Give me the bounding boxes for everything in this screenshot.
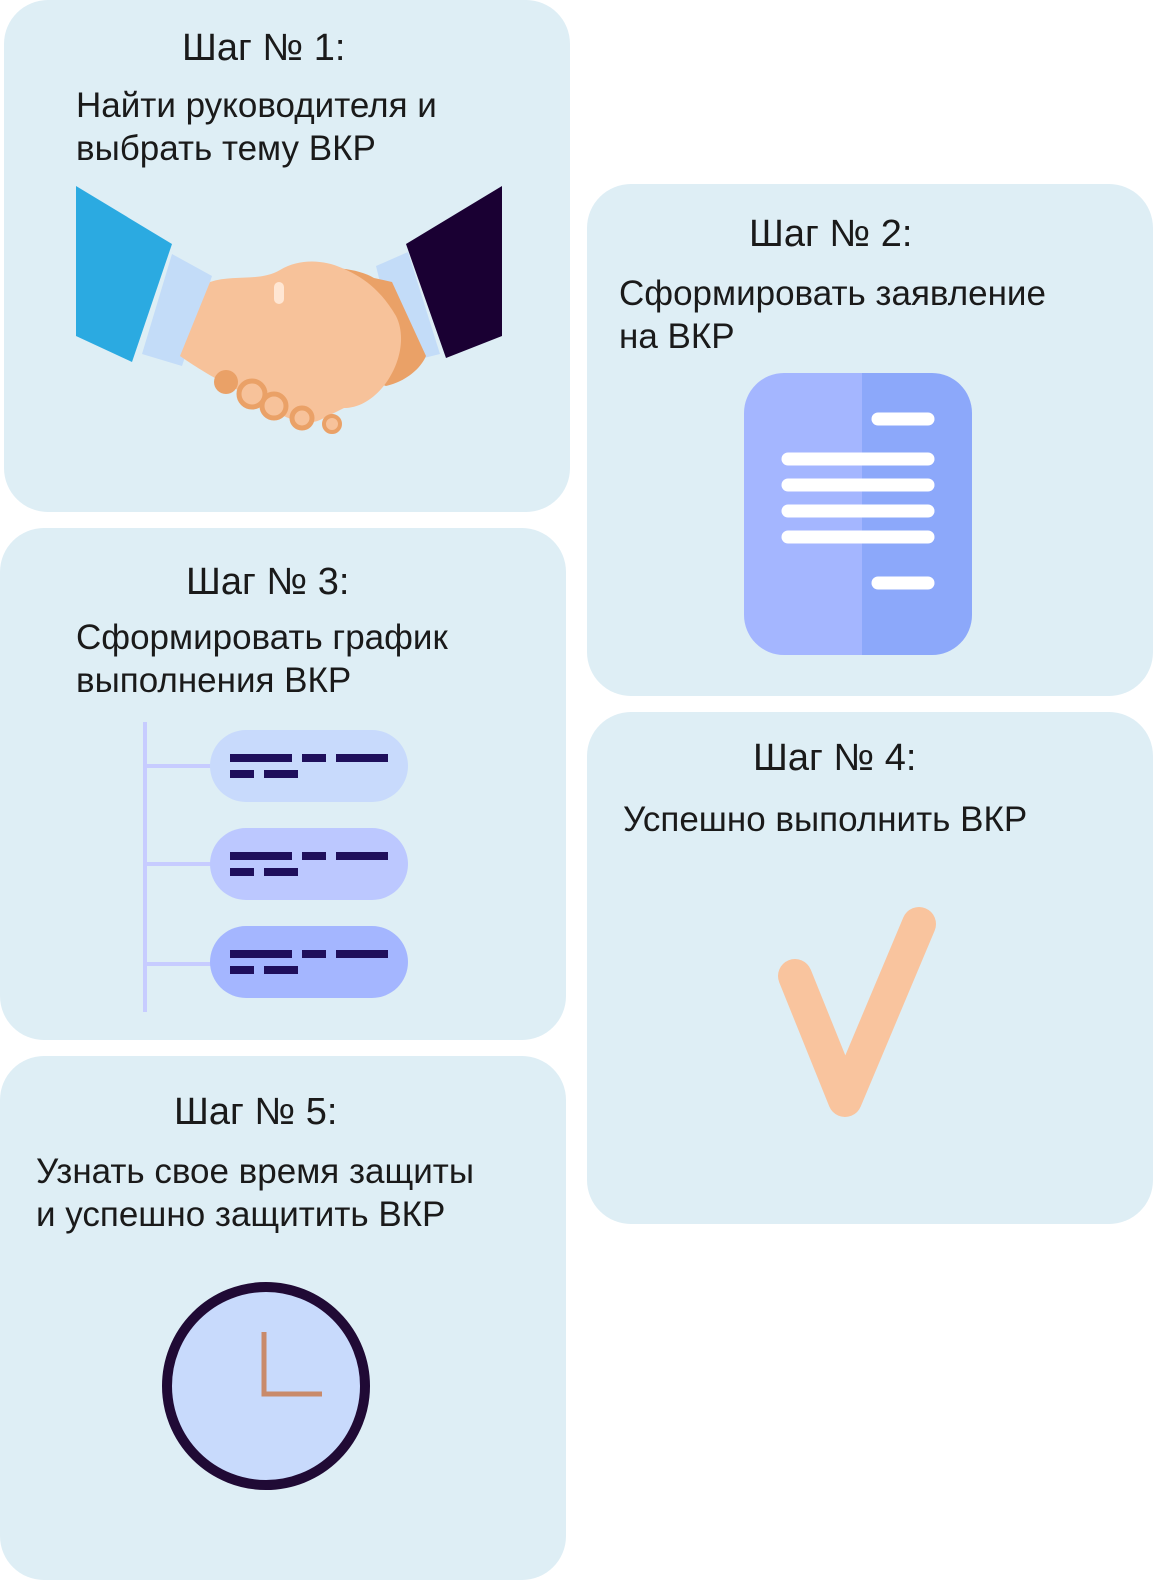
step-title: Шаг № 5: [174, 1091, 338, 1133]
step-description: Успешно выполнить ВКР [623, 800, 1028, 839]
checkmark-icon [778, 907, 936, 1117]
schedule-list-icon [143, 722, 408, 1012]
step-card-1: Шаг № 1: Найти руководителя и выбрать те… [4, 0, 570, 512]
step-title: Шаг № 2: [749, 213, 913, 255]
step-title: Шаг № 4: [753, 737, 917, 779]
step-title: Шаг № 3: [186, 561, 350, 603]
step-description: Найти руководителя и выбрать тему ВКР [76, 86, 437, 168]
step-card-3: Шаг № 3: Сформировать график выполнения … [0, 528, 566, 1040]
step-card-5: Шаг № 5: Узнать свое время защиты и успе… [0, 1056, 566, 1580]
step-card-2: Шаг № 2: Сформировать заявление на ВКР [587, 184, 1153, 696]
step-description: Узнать свое время защиты и успешно защит… [36, 1152, 474, 1234]
clock-icon [162, 1282, 370, 1490]
step-description: Сформировать график выполнения ВКР [76, 618, 448, 700]
step-title: Шаг № 1: [182, 27, 346, 69]
step-description: Сформировать заявление на ВКР [619, 274, 1046, 356]
step-card-4: Шаг № 4: Успешно выполнить ВКР [587, 712, 1153, 1224]
document-icon [744, 373, 972, 655]
handshake-icon [76, 186, 502, 434]
